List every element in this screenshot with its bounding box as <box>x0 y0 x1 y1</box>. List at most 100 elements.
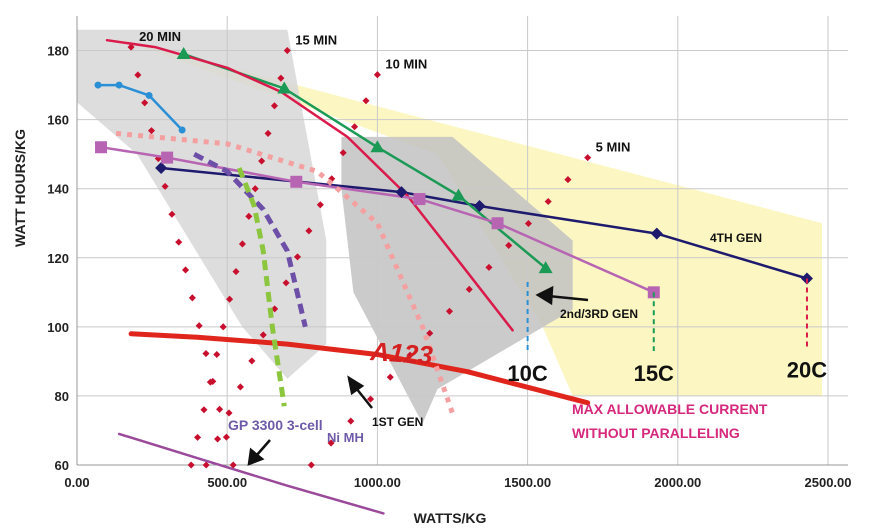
data-markers <box>94 46 813 299</box>
series-line-5 <box>96 83 184 132</box>
label-4th-gen: 4TH GEN <box>710 231 762 245</box>
arrow-2nd-3rd-gen-head <box>535 285 554 306</box>
y-axis-title: WATT HOURS/KG <box>12 129 28 247</box>
data-point-diamond <box>473 199 486 212</box>
time-label-2: 15 MIN <box>295 33 337 48</box>
time-line-dot <box>347 417 355 425</box>
y-tick-label: 100 <box>47 320 69 335</box>
time-line-dot <box>544 197 552 206</box>
time-line-dot <box>141 99 149 107</box>
label-2nd-3rd-gen: 2nd/3RD GEN <box>560 307 638 321</box>
time-line-dot <box>182 266 190 274</box>
tick-labels: 0.00 500.00 1000.00 1500.00 2000.00 2500.00 60… <box>47 44 851 490</box>
time-line-dot <box>219 323 227 331</box>
grey-region-1 <box>77 29 327 379</box>
time-line-dot <box>406 351 414 359</box>
label-max-current-1: MAX ALLOWABLE CURRENT <box>572 401 768 417</box>
time-line-dot <box>206 378 214 386</box>
time-line-dot <box>307 461 315 469</box>
time-line-dot <box>339 149 347 157</box>
shaded-regions <box>77 29 822 424</box>
time-label-3: 10 MIN <box>385 57 427 72</box>
label-1st-gen: 1ST GEN <box>372 415 423 429</box>
time-line-dot <box>229 461 237 469</box>
data-point-triangle <box>451 188 466 201</box>
data-point-square <box>161 151 174 164</box>
annotation-arrows <box>247 285 589 466</box>
series-line-7 <box>117 432 385 515</box>
label-max-current-2: WITHOUT PARALLELING <box>572 425 740 441</box>
data-point-square <box>413 193 426 206</box>
time-line-dot <box>386 373 394 381</box>
time-line-dot <box>248 357 256 365</box>
yellow-region <box>113 36 822 396</box>
time-line-dot <box>264 129 272 137</box>
time-line-dot <box>214 435 222 443</box>
x-tick-label: 0.00 <box>64 475 89 490</box>
time-line-dot <box>316 201 324 209</box>
time-line-dot <box>445 307 454 315</box>
time-line-dot <box>245 212 253 220</box>
time-line-dot <box>236 383 244 391</box>
arrow-gp3300 <box>255 439 271 457</box>
time-line-dot <box>195 322 203 330</box>
x-tick-label: 1000.00 <box>354 475 401 490</box>
time-line-dot <box>202 461 210 469</box>
grid <box>76 16 848 466</box>
time-line-dot <box>147 127 156 135</box>
time-line-dot <box>161 182 169 190</box>
series-line-3 <box>105 38 514 332</box>
c-rate-label-2: 15C <box>634 361 674 386</box>
x-tick-label: 500.00 <box>207 475 247 490</box>
x-tick-label: 2000.00 <box>654 475 701 490</box>
x-axis-title: WATTS/KG <box>414 510 487 526</box>
time-line-dot <box>327 439 335 447</box>
time-line-dot <box>258 157 266 165</box>
time-line-dot <box>216 405 224 413</box>
time-line-dot <box>366 395 375 403</box>
data-point-circle <box>94 81 102 89</box>
time-line-dot <box>200 406 208 414</box>
time-line-dot <box>222 433 230 441</box>
time-line-dot <box>293 253 302 261</box>
arrow-1st-gen-head <box>347 375 365 396</box>
time-line-dot <box>134 71 142 79</box>
data-point-circle <box>178 126 186 134</box>
data-point-square <box>95 141 108 154</box>
time-line-dot <box>505 241 513 249</box>
time-line-dot <box>194 433 202 441</box>
y-tick-label: 140 <box>47 182 69 197</box>
arrow-gp3300-head <box>247 447 265 466</box>
arrow-1st-gen <box>355 387 373 409</box>
data-point-diamond <box>155 161 168 174</box>
time-line-dot <box>271 305 279 313</box>
c-rate-lines: 10C 15C 20C <box>507 278 827 386</box>
time-line-dot <box>305 227 313 235</box>
time-line-dot <box>213 350 221 359</box>
y-tick-label: 60 <box>55 458 69 473</box>
constant-time-lines: 20 MIN 15 MIN 10 MIN 5 MIN <box>127 29 631 469</box>
time-label-1: 20 MIN <box>139 29 181 44</box>
c-rate-label-3: 20C <box>787 358 827 383</box>
series-line-9 <box>236 167 287 407</box>
arrow-2nd-3rd-gen <box>547 294 589 302</box>
time-line-dot <box>277 74 285 82</box>
series-line-8 <box>193 151 308 328</box>
y-tick-label: 160 <box>47 113 69 128</box>
series-line-6 <box>128 331 591 406</box>
time-label-4: 5 MIN <box>596 140 631 155</box>
series-line-4 <box>99 145 656 294</box>
time-line-dot <box>362 97 370 105</box>
data-point-triangle <box>538 261 553 274</box>
label-a123: A123 <box>369 336 435 370</box>
time-line-dot <box>270 102 278 110</box>
data-point-triangle <box>370 140 385 153</box>
time-line-dot <box>232 268 240 276</box>
time-line-dot <box>187 461 195 469</box>
time-line-dot <box>238 240 246 248</box>
time-line-dot <box>259 331 267 339</box>
y-tick-label: 180 <box>47 44 69 59</box>
time-line-dot <box>465 285 473 293</box>
c-rate-label-1: 10C <box>507 361 547 386</box>
